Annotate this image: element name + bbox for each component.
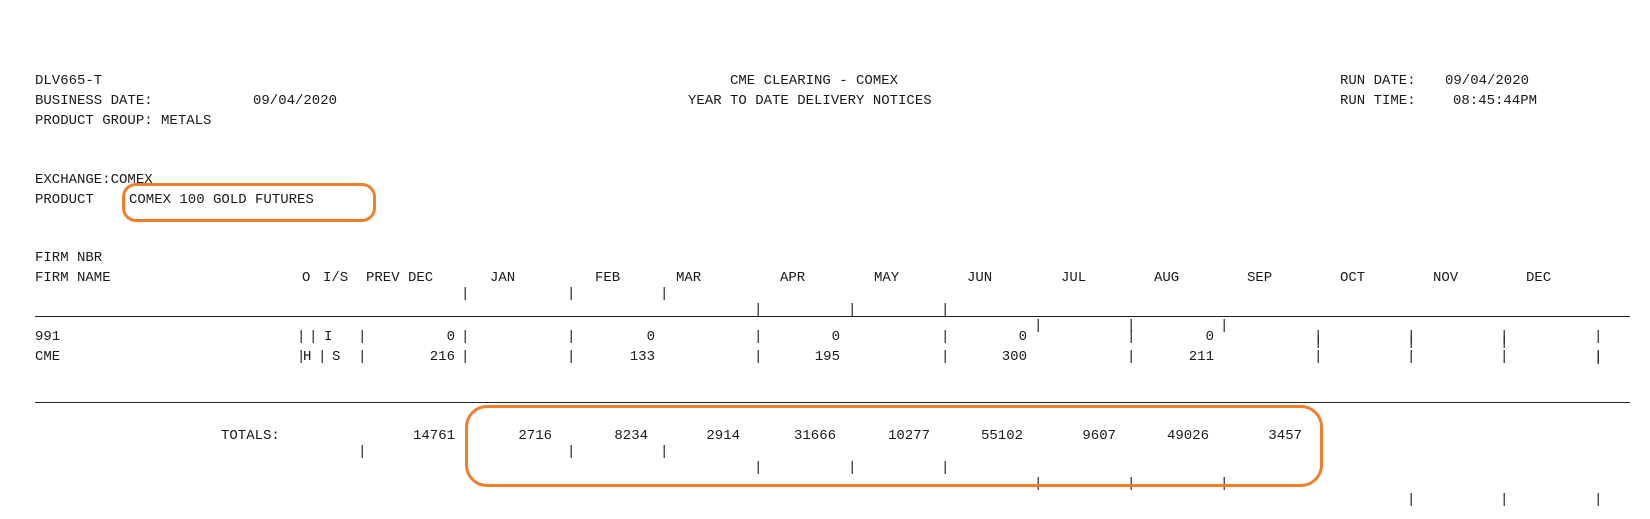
- total-may: 10277: [887, 428, 930, 444]
- total-jan: 2716: [518, 428, 552, 444]
- header-separators: | | | | | | | | | | | | |: [461, 286, 1603, 366]
- row2-aug: 211: [1188, 349, 1214, 365]
- col-apr: APR: [780, 270, 806, 286]
- totals-highlight: [465, 405, 1323, 487]
- row1-apr: 0: [831, 329, 840, 345]
- exchange-line: EXCHANGE:COMEX: [35, 172, 153, 188]
- col-firm-name: FIRM NAME: [35, 270, 111, 286]
- row1-aug: 0: [1205, 329, 1214, 345]
- firm-row-separators: | | | | | | | | | | | | | | | | | | | | | | | |: [297, 329, 1603, 365]
- col-is: I/S: [323, 270, 349, 286]
- product-group: PRODUCT GROUP: METALS: [35, 113, 212, 129]
- total-apr: 31666: [793, 428, 836, 444]
- col-jul: JUL: [1061, 270, 1087, 286]
- col-firm-nbr: FIRM NBR: [35, 250, 103, 266]
- totals-rule: [35, 402, 1630, 403]
- product-label: PRODUCT: [35, 192, 94, 208]
- row2-apr: 195: [814, 349, 840, 365]
- col-jun: JUN: [967, 270, 993, 286]
- report-id: DLV665-T: [35, 73, 103, 89]
- total-aug: 49026: [1166, 428, 1209, 444]
- run-date: 09/04/2020: [1445, 73, 1530, 89]
- report-subtitle: YEAR TO DATE DELIVERY NOTICES: [688, 93, 932, 109]
- total-jul: 9607: [1082, 428, 1116, 444]
- totals-label: TOTALS:: [221, 428, 280, 444]
- col-feb: FEB: [595, 270, 621, 286]
- total-prev-dec: 14761: [412, 428, 455, 444]
- row1-feb: 0: [646, 329, 655, 345]
- col-aug: AUG: [1154, 270, 1180, 286]
- col-sep: SEP: [1247, 270, 1273, 286]
- col-dec: DEC: [1526, 270, 1552, 286]
- total-mar: 2914: [706, 428, 740, 444]
- col-jan: JAN: [490, 270, 516, 286]
- run-date-label: RUN DATE:: [1340, 73, 1416, 89]
- row2-is: S: [332, 349, 341, 365]
- row2-prev-dec: 216: [429, 349, 455, 365]
- row2-jun: 300: [1001, 349, 1027, 365]
- row1-is: I: [324, 329, 333, 345]
- business-date-label: BUSINESS DATE:: [35, 93, 153, 109]
- business-date: 09/04/2020: [253, 93, 338, 109]
- row1-jun: 0: [1018, 329, 1027, 345]
- product-name: COMEX 100 GOLD FUTURES: [129, 192, 314, 208]
- header-rule: [35, 316, 1630, 317]
- col-prev-dec: PREV DEC: [366, 270, 434, 286]
- total-sep: 3457: [1268, 428, 1302, 444]
- row2-o: H: [303, 349, 312, 365]
- row2-feb: 133: [629, 349, 655, 365]
- col-o: O: [302, 270, 311, 286]
- total-feb: 8234: [614, 428, 648, 444]
- col-mar: MAR: [676, 270, 702, 286]
- total-jun: 55102: [980, 428, 1023, 444]
- row1-prev-dec: 0: [446, 329, 455, 345]
- run-time-label: RUN TIME:: [1340, 93, 1416, 109]
- run-time: 08:45:44PM: [1453, 93, 1538, 109]
- col-nov: NOV: [1433, 270, 1459, 286]
- col-oct: OCT: [1340, 270, 1366, 286]
- col-may: MAY: [874, 270, 900, 286]
- product-highlight: [122, 183, 376, 222]
- report-title: CME CLEARING - COMEX: [730, 73, 899, 89]
- firm-name: CME: [35, 349, 61, 365]
- firm-nbr: 991: [35, 329, 61, 345]
